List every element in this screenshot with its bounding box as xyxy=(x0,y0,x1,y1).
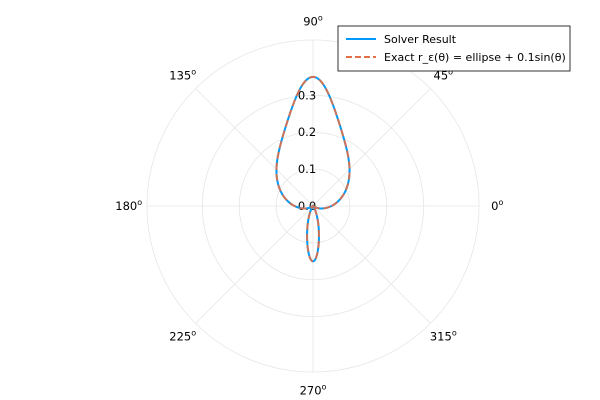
angular-tick-label: 315o xyxy=(430,328,457,343)
series-exact xyxy=(275,75,351,263)
angular-tick-label: 45o xyxy=(434,68,454,83)
angular-tick-label: 270o xyxy=(300,382,327,397)
series-lines xyxy=(275,75,351,263)
radial-tick-label: 0.2 xyxy=(298,125,316,139)
legend-entry-label: Solver Result xyxy=(384,33,457,46)
angular-grid-line xyxy=(195,88,314,207)
angular-tick-label: 225o xyxy=(169,328,196,343)
legend-box xyxy=(337,25,571,72)
angular-grid-line xyxy=(312,205,431,324)
radial-tick-label: 0.1 xyxy=(298,162,316,176)
angular-tick-label: 90o xyxy=(303,14,323,29)
angular-tick-label: 135o xyxy=(169,68,196,83)
angular-tick-label: 0o xyxy=(491,198,503,213)
angular-grid-line xyxy=(312,88,431,207)
angular-grid-line xyxy=(195,205,314,324)
legend-entry-label: Exact r_ε(θ) = ellipse + 0.1sin(θ) xyxy=(384,51,566,64)
legend: Solver Result Exact r_ε(θ) = ellipse + 0.… xyxy=(337,25,571,72)
radial-tick-label: 0.3 xyxy=(298,88,316,102)
polar-grid xyxy=(146,39,480,373)
angular-tick-label: 180o xyxy=(115,198,142,213)
